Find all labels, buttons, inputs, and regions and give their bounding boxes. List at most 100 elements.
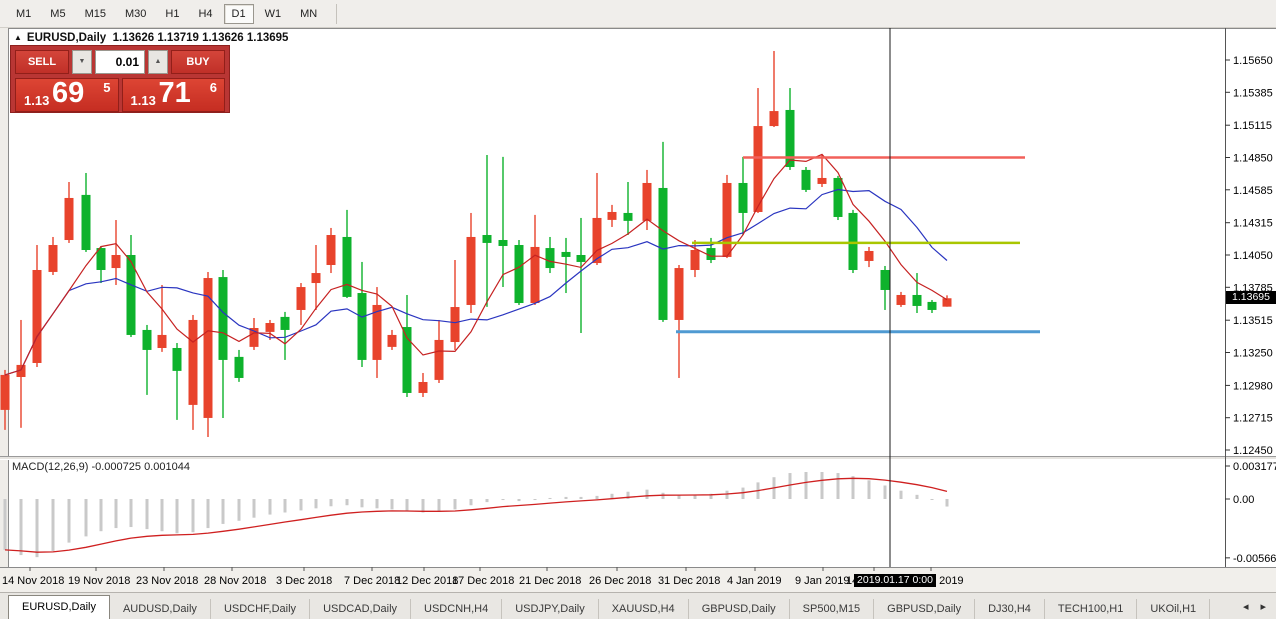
chart-tab-ukoil-h1[interactable]: UKOil,H1 (1137, 599, 1211, 619)
chart-tab-audusd-daily[interactable]: AUDUSD,Daily (110, 599, 211, 619)
candle-body (623, 212, 633, 221)
time-axis-strip (0, 567, 1276, 592)
macd-histogram-bar (579, 496, 583, 499)
timeframe-button-h4[interactable]: H4 (198, 7, 213, 20)
macd-histogram-bar (360, 499, 364, 508)
candle-body (642, 182, 652, 221)
chart-canvas: 1.15650 1.15385 1.15115 1.14850 1.14585 1.143… (0, 28, 1276, 592)
macd-histogram-bar (709, 493, 713, 499)
price-axis-label: 1.15650 (1233, 55, 1273, 67)
macd-histogram-bar (421, 499, 425, 513)
chart-tab-gbpusd-daily[interactable]: GBPUSD,Daily (874, 599, 976, 619)
macd-histogram-bar (469, 499, 473, 506)
macd-histogram-bar (453, 499, 457, 510)
macd-histogram-bar (677, 494, 681, 499)
candle-body (722, 182, 732, 257)
timeframe-button-d1[interactable]: D1 (223, 3, 254, 24)
timeframe-button-m1[interactable]: M1 (16, 7, 32, 20)
candle-body (896, 294, 906, 305)
macd-histogram-bar (191, 499, 195, 533)
macd-histogram-bar (820, 472, 824, 499)
buy-price-display[interactable]: 1.13 71 6 (121, 77, 225, 112)
chart-background (0, 28, 1276, 592)
price-axis-label: 1.12980 (1233, 380, 1273, 392)
macd-histogram-bar (51, 499, 55, 551)
candle-body (418, 381, 428, 393)
chart-tab-usdcad-daily[interactable]: USDCAD,Daily (310, 599, 412, 619)
candle-body (357, 293, 367, 360)
macd-histogram-bar (645, 489, 649, 499)
macd-histogram-bar (517, 499, 521, 502)
candle-body (280, 316, 290, 330)
pane-divider (0, 456, 1276, 460)
sell-button[interactable]: SELL (15, 50, 69, 74)
time-axis-label: 17 Dec 2018 (452, 575, 514, 587)
chart-tab-sp500-m15[interactable]: SP500,M15 (790, 599, 875, 619)
chart-tab-xauusd-h4[interactable]: XAUUSD,H4 (599, 599, 689, 619)
candle-body (296, 287, 306, 310)
chart-tab-dj30-h4[interactable]: DJ30,H4 (975, 599, 1045, 619)
timeframe-button-mn[interactable]: MN (300, 7, 318, 20)
candle-body (311, 273, 321, 284)
macd-signal-line (4, 477, 948, 553)
macd-histogram-bar (84, 499, 88, 537)
timeframe-button-m5[interactable]: M5 (50, 7, 66, 20)
macd-histogram-bar (99, 499, 103, 532)
candle-body (833, 177, 843, 217)
candle-body (785, 109, 795, 168)
volume-decrease-button[interactable]: ▼ (72, 50, 92, 74)
macd-histogram-bar (564, 496, 568, 499)
sell-price-display[interactable]: 1.13 69 5 (15, 77, 119, 112)
macd-axis-label: 0.003177 (1233, 461, 1276, 473)
timeframe-button-m30[interactable]: M30 (124, 7, 147, 20)
time-axis-label: 7 Dec 2018 (344, 575, 400, 587)
volume-input[interactable]: 0.01 (95, 50, 145, 74)
macd-histogram-bar (693, 494, 697, 499)
chart-tab-eurusd-daily[interactable]: EURUSD,Daily (8, 595, 110, 619)
collapse-triangle-icon[interactable]: ▲ (14, 33, 22, 42)
candle-body (126, 255, 136, 335)
macd-histogram-bar (3, 499, 7, 550)
macd-histogram-bar (35, 499, 39, 558)
candle-body (402, 327, 412, 393)
chart-window: 1.15650 1.15385 1.15115 1.14850 1.14585 1.143… (0, 28, 1276, 592)
chart-tab-tech100-h1[interactable]: TECH100,H1 (1045, 599, 1138, 619)
price-axis-label: 1.13250 (1233, 348, 1273, 360)
macd-histogram-bar (145, 499, 149, 530)
candle-body (482, 235, 492, 243)
candle-body (64, 197, 74, 241)
tab-scroll-right-icon[interactable]: ▸ (1260, 600, 1266, 613)
chart-tab-usdchf-daily[interactable]: USDCHF,Daily (211, 599, 311, 619)
sell-price-main: 69 (52, 77, 85, 109)
candle-body (942, 298, 952, 307)
sell-price-prefix: 1.13 (24, 93, 50, 108)
price-axis-label: 1.13515 (1233, 315, 1273, 327)
candle-body (450, 307, 460, 343)
chart-tab-gbpusd-daily[interactable]: GBPUSD,Daily (689, 599, 790, 619)
price-axis-label: 1.14585 (1233, 185, 1273, 197)
candle-body (342, 236, 352, 297)
tab-scroll-left-icon[interactable]: ◂ (1242, 600, 1249, 613)
chart-tab-usdjpy-daily[interactable]: USDJPY,Daily (502, 599, 599, 619)
time-axis-label: 23 Nov 2018 (136, 575, 198, 587)
candle-body (514, 245, 524, 304)
candle-body (96, 248, 106, 270)
macd-histogram-bar (437, 499, 441, 512)
trade-panel-controls: SELL ▼ 0.01 ▲ BUY (15, 50, 225, 74)
candle-body (326, 235, 336, 265)
candle-body (674, 268, 684, 320)
chart-tab-usdcnh-h4[interactable]: USDCNH,H4 (411, 599, 503, 619)
candle-body (203, 278, 213, 418)
toolbar-separator (336, 3, 338, 24)
buy-button[interactable]: BUY (171, 50, 225, 74)
macd-histogram-bar (867, 480, 871, 499)
volume-increase-button[interactable]: ▲ (148, 50, 168, 74)
timeframe-button-w1[interactable]: W1 (264, 7, 282, 20)
timeframe-button-m15[interactable]: M15 (84, 7, 106, 20)
candle-body (801, 169, 811, 190)
macd-histogram-bar (899, 490, 903, 499)
timeframe-button-h1[interactable]: H1 (165, 7, 180, 20)
candle-body (530, 246, 540, 304)
time-axis-label: 28 Nov 2018 (204, 575, 266, 587)
macd-histogram-bar (19, 499, 23, 556)
